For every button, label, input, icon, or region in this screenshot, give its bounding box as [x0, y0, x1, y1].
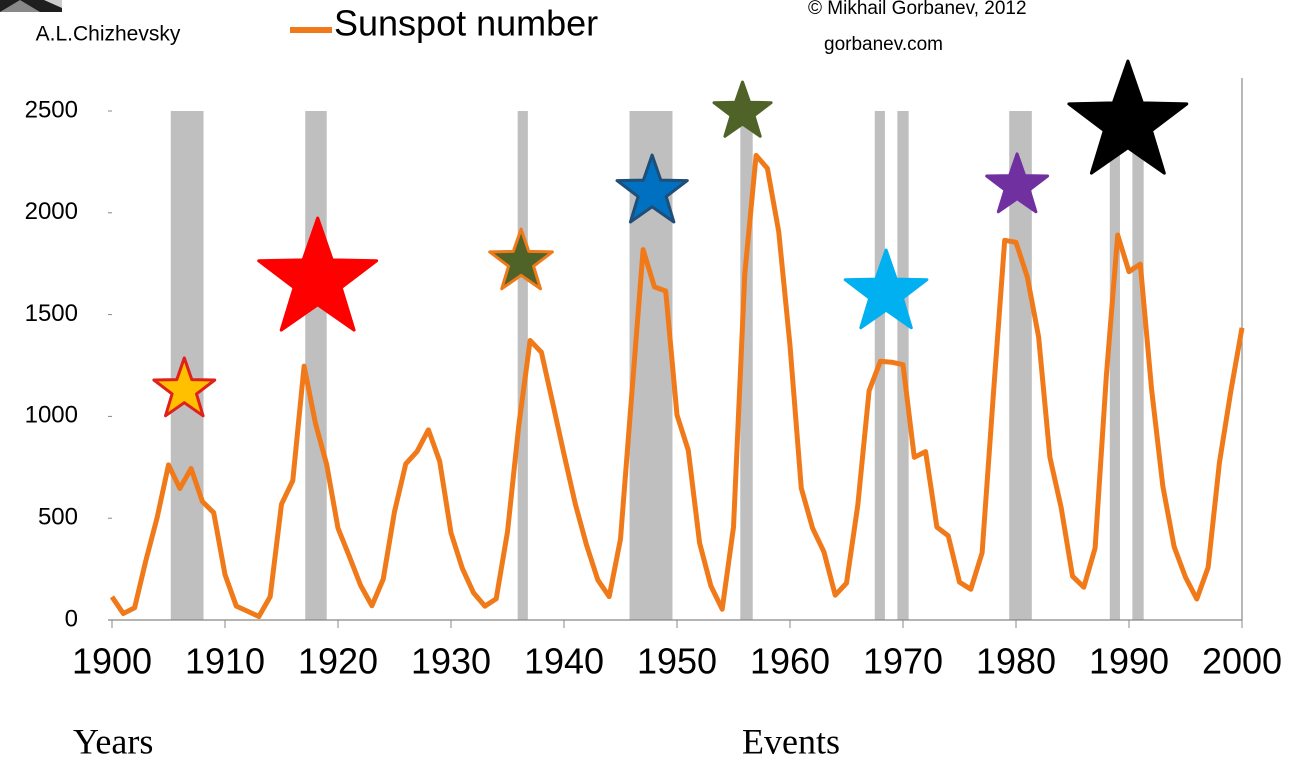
y-tick-label: 500: [38, 504, 78, 531]
x-tick-label: 1930: [411, 641, 491, 682]
y-tick-label: 2500: [25, 96, 78, 123]
x-axis-label: Years: [73, 721, 153, 761]
x-tick-label: 1950: [637, 641, 717, 682]
event-star: [845, 250, 927, 328]
portrait-fragment: [0, 0, 62, 12]
x-tick-label: 1910: [185, 641, 265, 682]
event-band: [1132, 111, 1143, 620]
x-tick-label: 1900: [72, 641, 152, 682]
caption: A.L.Chizhevsky: [36, 23, 181, 46]
x-tick-label: 1940: [524, 641, 604, 682]
chart: A.L.Chizhevsky Sunspot number © Mikhail …: [0, 0, 1297, 764]
event-band: [1110, 111, 1120, 620]
x-tick-label: 1970: [863, 641, 943, 682]
website: gorbanev.com: [824, 34, 943, 55]
legend-label: Sunspot number: [334, 3, 598, 44]
event-star: [1069, 61, 1187, 173]
y-tick-label: 0: [65, 605, 78, 632]
x-tick-label: 1990: [1089, 641, 1169, 682]
sunspot-line: [112, 155, 1242, 616]
event-band: [305, 111, 326, 620]
y-tick-label: 1500: [25, 300, 78, 327]
x-tick-label: 1960: [750, 641, 830, 682]
x-tick-label: 2000: [1202, 641, 1282, 682]
events-label: Events: [742, 721, 840, 761]
credit: © Mikhail Gorbanev, 2012: [808, 0, 1027, 19]
y-tick-label: 1000: [25, 402, 78, 429]
x-tick-label: 1980: [976, 641, 1056, 682]
y-tick-label: 2000: [25, 198, 78, 225]
x-tick-label: 1920: [298, 641, 378, 682]
